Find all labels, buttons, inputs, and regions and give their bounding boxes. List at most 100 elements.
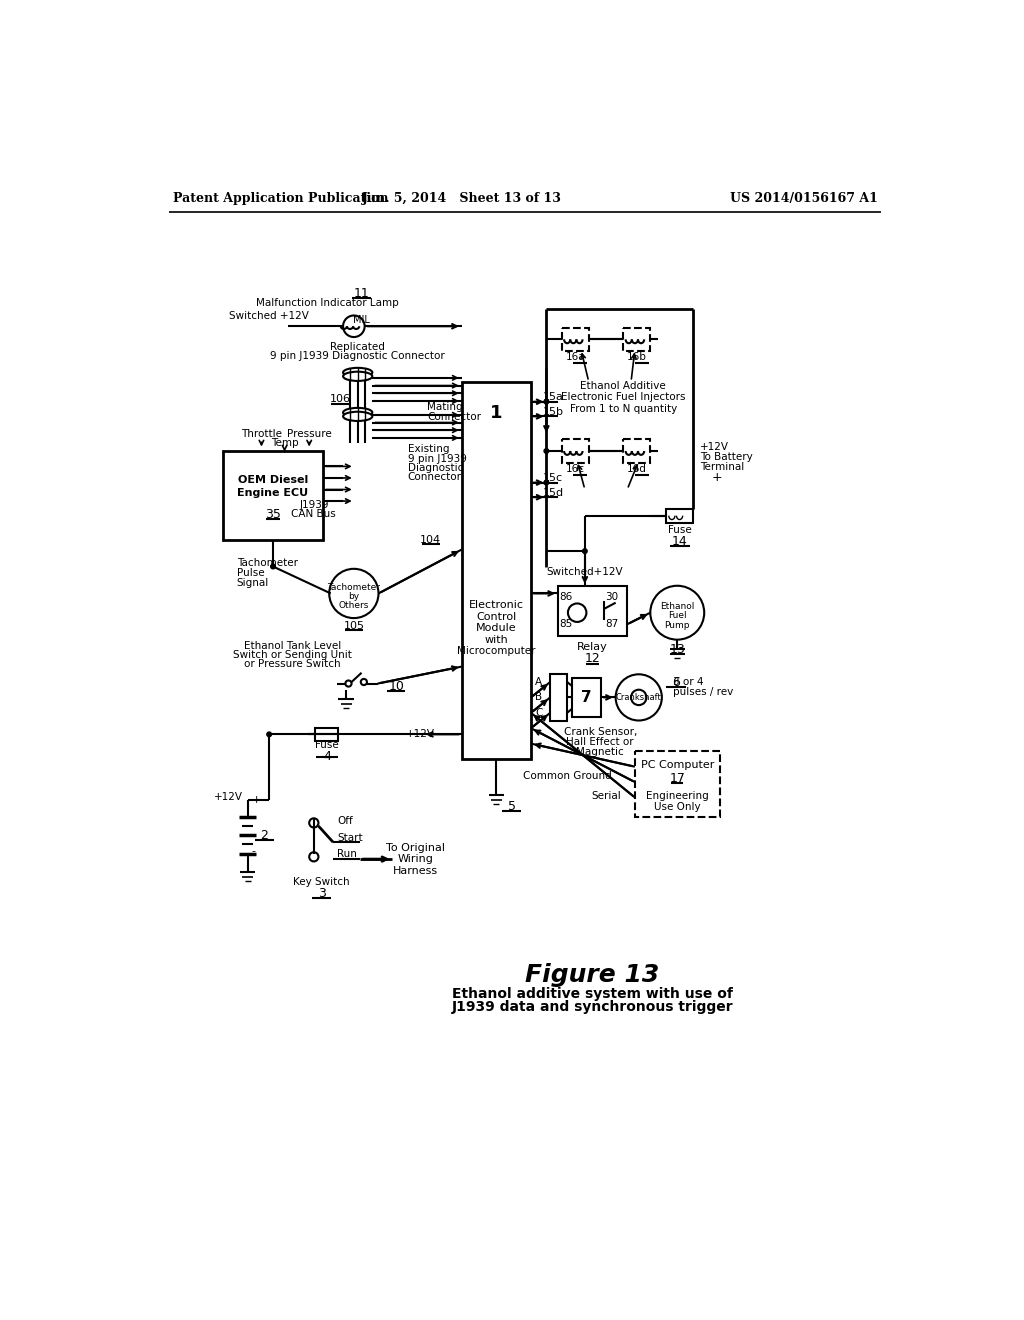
Bar xyxy=(635,751,720,817)
Text: Magnetic: Magnetic xyxy=(577,747,625,758)
Text: 16c: 16c xyxy=(566,463,585,474)
Text: MIL: MIL xyxy=(353,315,370,325)
Text: 3 or 4: 3 or 4 xyxy=(674,677,703,686)
Text: Connector: Connector xyxy=(408,473,462,482)
Text: Tachometer: Tachometer xyxy=(237,557,298,568)
Text: Temp: Temp xyxy=(270,438,298,449)
Text: Microcomputer: Microcomputer xyxy=(457,647,536,656)
Bar xyxy=(562,327,589,351)
Text: with: with xyxy=(484,635,508,644)
Text: J1939: J1939 xyxy=(299,500,329,510)
Circle shape xyxy=(270,564,275,569)
Text: Fuel: Fuel xyxy=(668,611,686,620)
Text: Pump: Pump xyxy=(665,620,690,630)
Text: or Pressure Switch: or Pressure Switch xyxy=(244,659,341,669)
Text: 15b: 15b xyxy=(543,407,563,417)
Text: C: C xyxy=(536,708,543,718)
Text: Ethanol additive system with use of: Ethanol additive system with use of xyxy=(453,987,733,1001)
Text: 14: 14 xyxy=(672,535,687,548)
Text: Electronic: Electronic xyxy=(469,601,524,610)
Circle shape xyxy=(544,400,549,404)
Text: PC Computer: PC Computer xyxy=(641,760,714,770)
Text: US 2014/0156167 A1: US 2014/0156167 A1 xyxy=(729,191,878,205)
Circle shape xyxy=(568,603,587,622)
Text: by: by xyxy=(348,593,359,601)
Text: 16a: 16a xyxy=(566,352,586,362)
Text: Fuse: Fuse xyxy=(315,741,339,750)
Text: Mating: Mating xyxy=(427,403,463,412)
Text: 9 pin J1939: 9 pin J1939 xyxy=(408,454,467,463)
Circle shape xyxy=(267,733,271,737)
Text: 15d: 15d xyxy=(543,487,563,498)
Text: Ethanol: Ethanol xyxy=(660,602,694,611)
Ellipse shape xyxy=(343,372,373,381)
Text: Ethanol Additive: Ethanol Additive xyxy=(581,380,667,391)
Text: Engine ECU: Engine ECU xyxy=(238,488,308,499)
Circle shape xyxy=(345,681,351,686)
Bar xyxy=(624,440,650,462)
Circle shape xyxy=(309,853,318,862)
Text: 35: 35 xyxy=(265,508,281,520)
Text: Key Switch: Key Switch xyxy=(293,878,350,887)
Text: CAN Bus: CAN Bus xyxy=(292,510,336,519)
Text: Pulse: Pulse xyxy=(237,568,264,578)
Circle shape xyxy=(583,549,587,553)
Text: 86: 86 xyxy=(559,593,572,602)
Text: J1939 data and synchronous trigger: J1939 data and synchronous trigger xyxy=(452,1001,733,1014)
Text: 7: 7 xyxy=(581,690,592,705)
Text: Switched+12V: Switched+12V xyxy=(547,566,624,577)
Text: Use Only: Use Only xyxy=(654,801,700,812)
Text: Replicated: Replicated xyxy=(331,342,385,352)
Text: +: + xyxy=(712,471,723,484)
Circle shape xyxy=(615,675,662,721)
Circle shape xyxy=(544,449,549,453)
Text: Figure 13: Figure 13 xyxy=(525,962,659,986)
Text: 106: 106 xyxy=(330,395,350,404)
Text: Start: Start xyxy=(337,833,362,842)
Text: 104: 104 xyxy=(420,535,441,545)
Text: To Original: To Original xyxy=(386,842,445,853)
Text: 10: 10 xyxy=(388,680,404,693)
Text: Hall Effect or: Hall Effect or xyxy=(566,737,634,747)
Text: 15c: 15c xyxy=(543,473,562,483)
Text: 30: 30 xyxy=(605,593,618,602)
Text: 13: 13 xyxy=(670,643,685,656)
Text: Wiring: Wiring xyxy=(397,854,433,865)
Bar xyxy=(223,451,323,540)
Text: 4: 4 xyxy=(323,750,331,763)
Text: Common Ground: Common Ground xyxy=(523,771,612,781)
Text: Control: Control xyxy=(476,611,516,622)
Circle shape xyxy=(309,818,318,828)
Text: Off: Off xyxy=(337,816,352,825)
Bar xyxy=(624,327,650,351)
Bar xyxy=(462,381,531,759)
Text: 11: 11 xyxy=(353,286,370,300)
Text: Fuse: Fuse xyxy=(668,525,691,536)
Text: Malfunction Indicator Lamp: Malfunction Indicator Lamp xyxy=(256,298,398,308)
Circle shape xyxy=(343,315,365,337)
Bar xyxy=(315,729,339,741)
Text: 87: 87 xyxy=(605,619,618,630)
Ellipse shape xyxy=(343,368,373,378)
Text: Pressure: Pressure xyxy=(287,429,332,440)
Text: Diagnostic: Diagnostic xyxy=(408,463,463,473)
Text: To Battery: To Battery xyxy=(700,453,753,462)
Text: Switch or Sending Unit: Switch or Sending Unit xyxy=(232,649,351,660)
Text: Relay: Relay xyxy=(578,643,608,652)
Text: 3: 3 xyxy=(317,887,326,900)
Text: Switched +12V: Switched +12V xyxy=(229,312,309,321)
Circle shape xyxy=(544,480,549,484)
Text: Serial: Serial xyxy=(592,791,622,801)
Circle shape xyxy=(330,569,379,618)
Bar xyxy=(562,440,589,462)
Text: 1: 1 xyxy=(490,404,503,421)
Text: 6: 6 xyxy=(672,676,680,689)
Text: 85: 85 xyxy=(559,619,572,630)
Circle shape xyxy=(650,586,705,640)
Text: Crank Sensor,: Crank Sensor, xyxy=(563,727,637,737)
Text: 15a: 15a xyxy=(543,392,563,403)
Text: Engineering: Engineering xyxy=(646,791,709,801)
Text: Existing: Existing xyxy=(408,445,450,454)
Text: OEM Diesel: OEM Diesel xyxy=(238,475,308,486)
Text: -: - xyxy=(252,846,256,855)
